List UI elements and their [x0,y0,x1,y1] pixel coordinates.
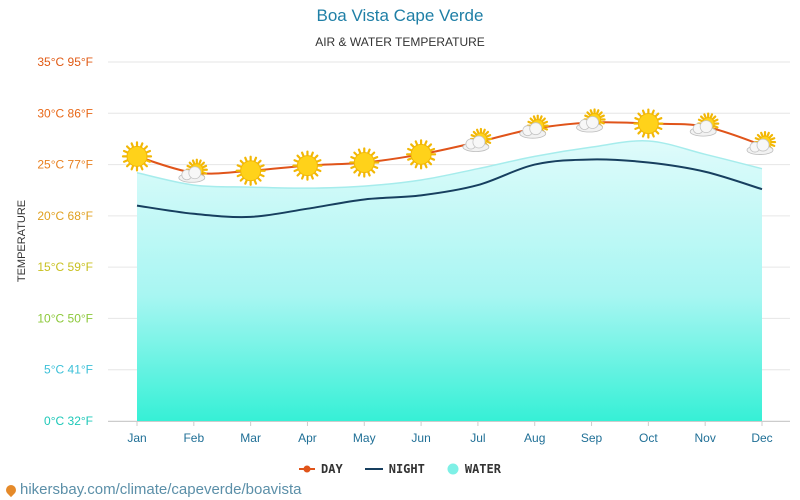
x-tick-label: Apr [298,431,317,445]
sun-icon [349,147,380,178]
legend-day-swatch [299,465,316,473]
x-tick-label: Aug [524,431,545,445]
water-area-edge [136,140,763,189]
chart-legend: DAY NIGHT WATER [0,462,800,476]
y-axis-label: TEMPERATURE [16,200,28,282]
y-tick-label: 30°C 86°F [37,106,93,120]
night-line [136,158,763,219]
sun-disc [126,145,148,167]
partly-cloudy-icon [519,114,549,139]
sun-disc [240,160,262,182]
legend-item-water[interactable]: WATER [447,462,501,476]
y-tick-label: 25°C 77°F [37,158,93,172]
source-url: hikersbay.com/climate/capeverde/boavista [20,481,302,498]
sun-icon [121,141,153,172]
sun-disc [410,143,432,165]
sun-disc [296,155,318,177]
y-tick-label: 0°C 32°F [44,414,93,428]
sun-icon [633,108,664,139]
legend-water-label: WATER [464,462,501,476]
cloud-puff [756,138,770,152]
y-tick-label: 10°C 50°F [37,311,93,325]
x-tick-label: Oct [639,431,658,445]
partly-cloudy-icon [576,108,606,133]
x-tick-label: Mar [240,431,261,445]
x-tick-label: Dec [751,431,772,445]
x-tick-label: Feb [183,431,204,445]
x-tick-label: Jun [411,431,430,445]
partly-cloudy-icon [689,112,720,137]
x-tick-label: May [353,431,376,445]
partly-cloudy-icon [178,158,208,183]
legend-night-label: NIGHT [388,462,425,476]
cloud-puff [699,120,713,134]
legend-item-day[interactable]: DAY [299,462,343,476]
y-tick-label: 20°C 68°F [37,209,93,223]
cloud-puff [472,135,486,149]
cloud-puff [586,116,599,129]
cloud-puff [188,166,202,180]
sun-icon [235,155,266,186]
y-tick-label: 35°C 95°F [37,55,93,69]
legend-item-night[interactable]: NIGHT [364,462,425,476]
sun-disc [353,152,375,174]
source-link[interactable]: hikersbay.com/climate/capeverde/boavista [3,481,302,498]
sun-icon [292,150,323,181]
x-tick-label: Sep [581,431,603,445]
x-tick-label: Jan [127,431,146,445]
water-area [137,140,762,421]
y-tick-label: 5°C 41°F [44,363,93,377]
x-tick-label: Jul [470,431,485,445]
chart-title: Boa Vista Cape Verde [316,6,484,25]
legend-day-label: DAY [321,462,343,476]
partly-cloudy-icon [462,127,493,152]
cloud-puff [529,122,543,136]
sun-disc [637,113,659,135]
y-tick-label: 15°C 59°F [37,260,93,274]
legend-water-swatch [447,463,459,475]
location-pin-icon [3,482,19,497]
x-tick-label: Nov [695,431,716,445]
sun-icon [405,139,437,170]
legend-night-swatch [364,468,383,470]
partly-cloudy-icon [746,130,777,155]
chart-subtitle: AIR & WATER TEMPERATURE [315,35,485,49]
